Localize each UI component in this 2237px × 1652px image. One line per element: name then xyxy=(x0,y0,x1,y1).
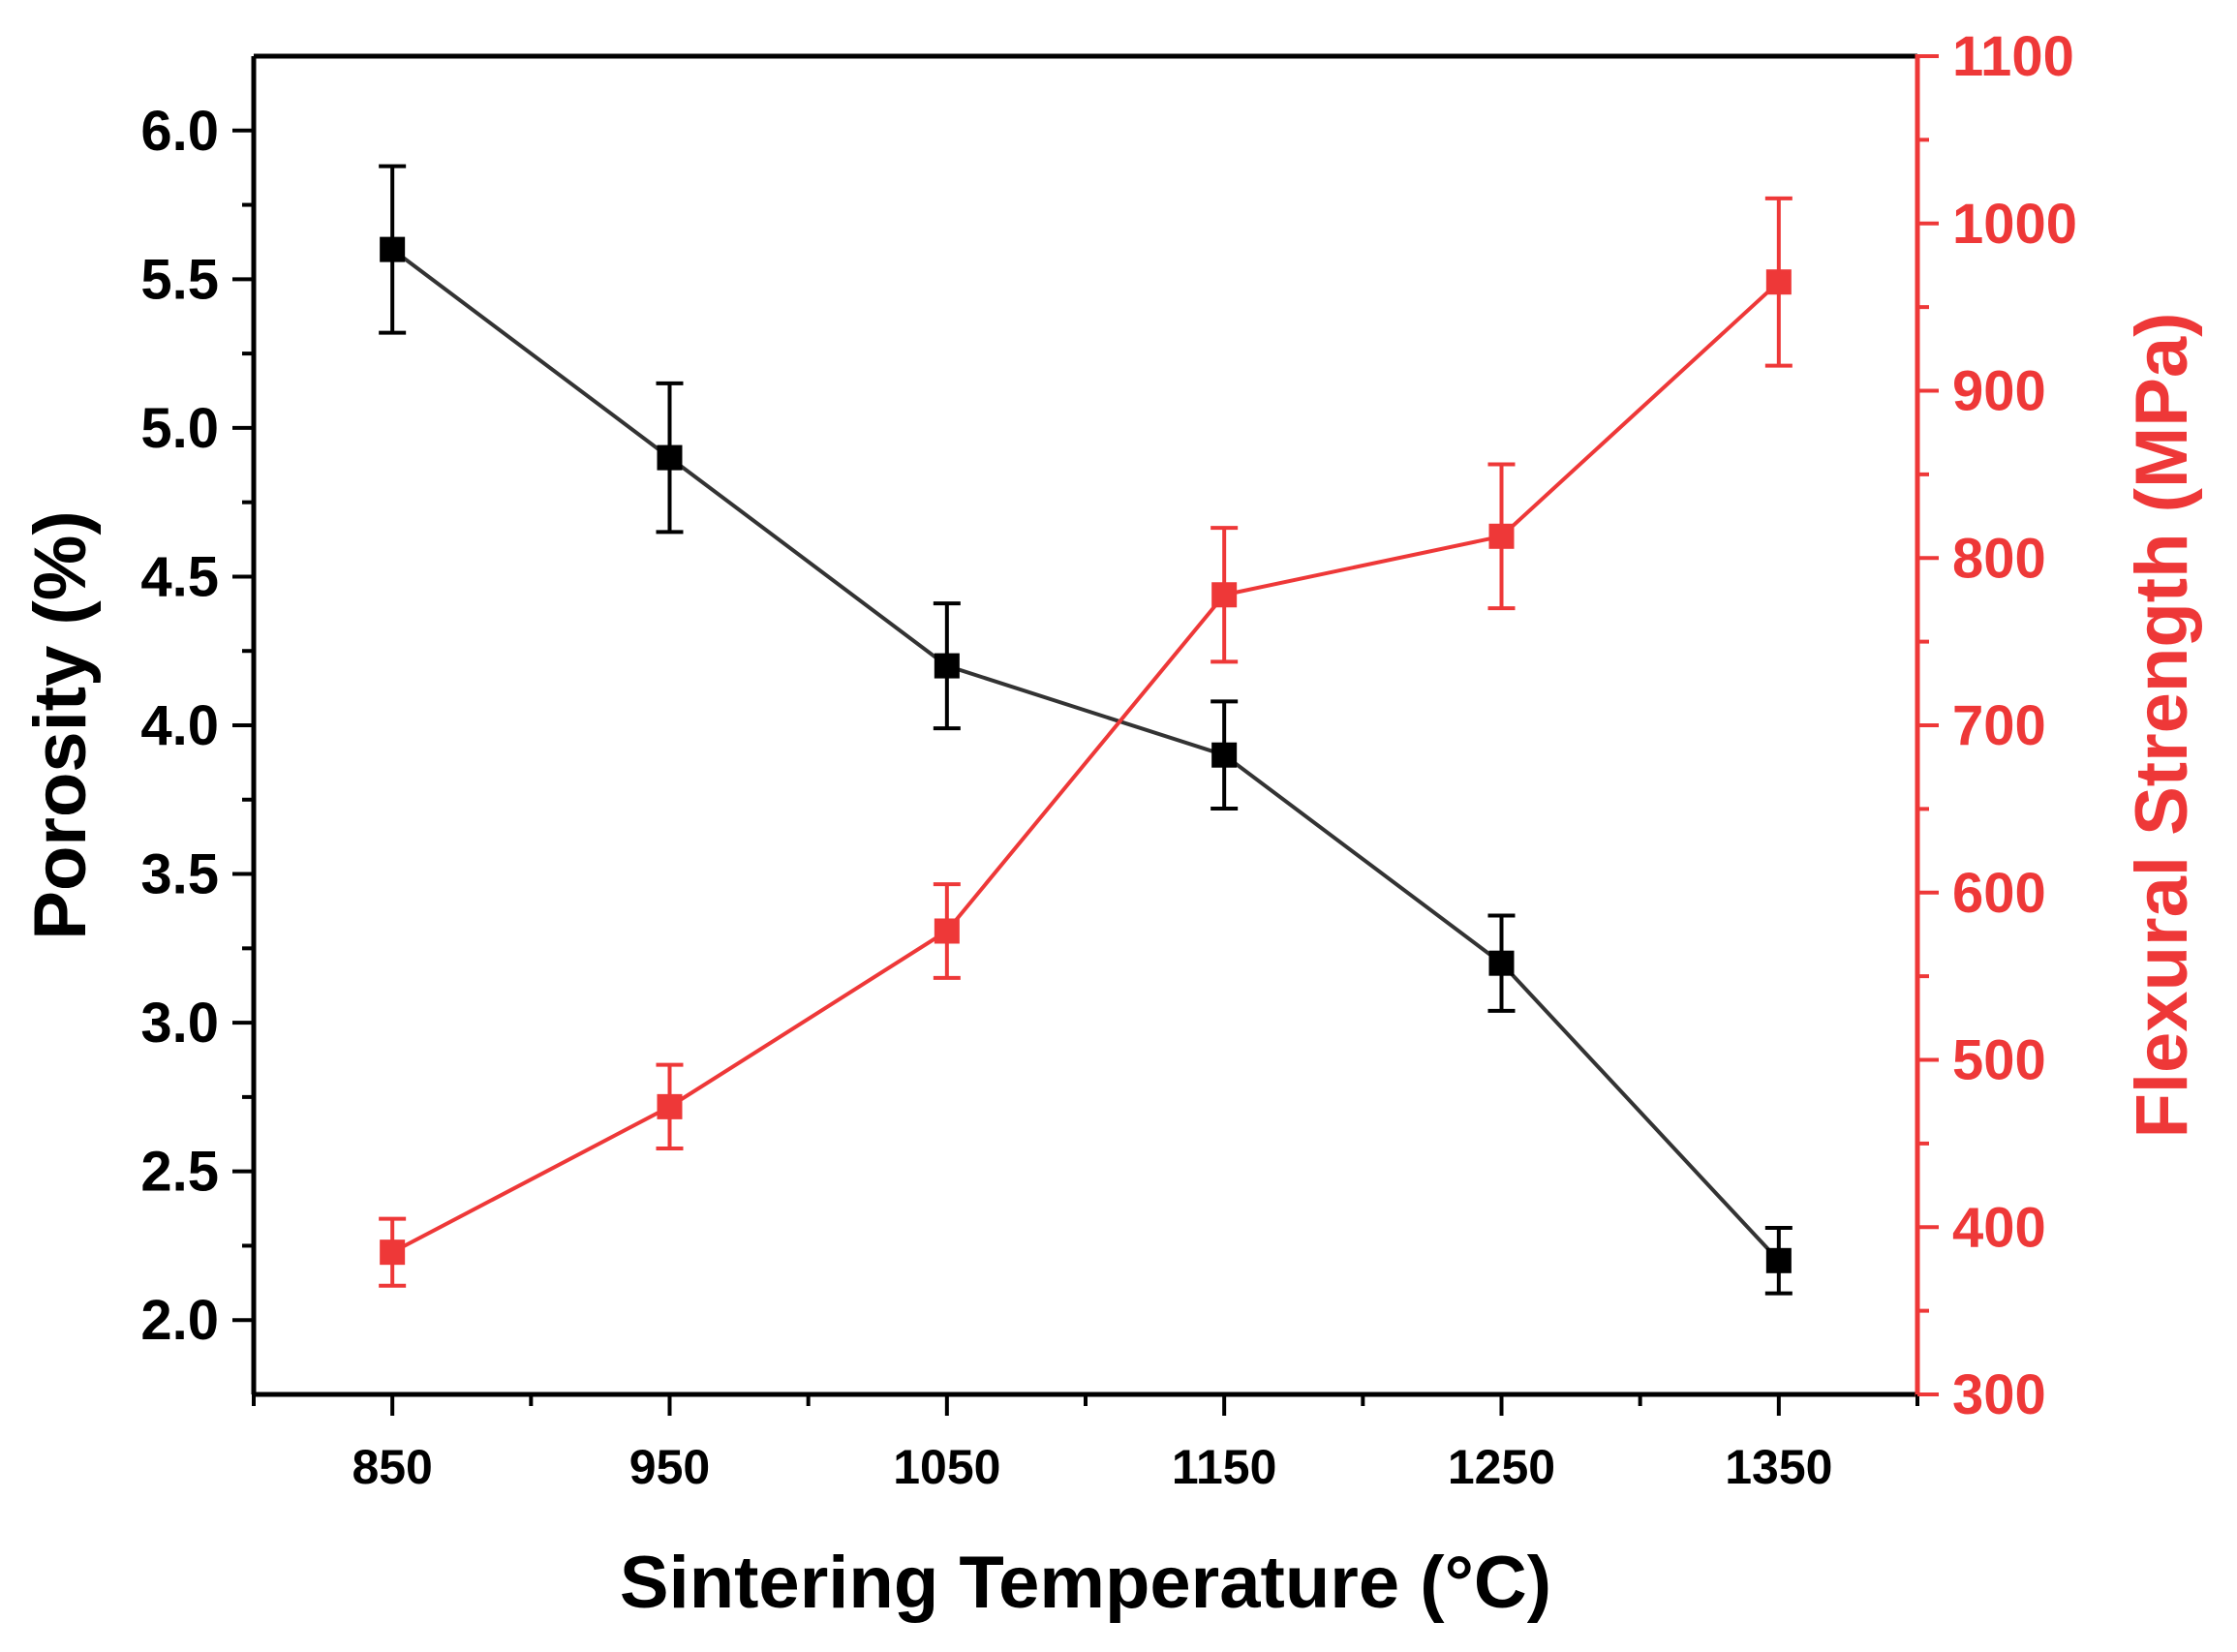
x-tick-label: 1050 xyxy=(893,1440,1000,1494)
flexural-strength-point xyxy=(934,918,960,944)
x-tick-label: 950 xyxy=(629,1440,710,1494)
porosity-point xyxy=(657,444,683,471)
y2-tick-label: 900 xyxy=(1952,360,2046,423)
y-tick-label: 4.5 xyxy=(140,545,219,608)
y-tick-label: 4.0 xyxy=(140,694,219,757)
y-tick-label: 3.0 xyxy=(140,992,219,1055)
y-tick-label: 5.0 xyxy=(140,397,219,460)
x-tick-label: 1350 xyxy=(1725,1440,1832,1494)
y2-tick-label: 800 xyxy=(1952,527,2046,590)
y-tick-label: 5.5 xyxy=(140,248,219,311)
y2-tick-label: 600 xyxy=(1952,862,2046,925)
y2-tick-label: 1100 xyxy=(1952,25,2074,88)
y-tick-label: 2.0 xyxy=(140,1289,219,1352)
porosity-point xyxy=(1765,1247,1792,1273)
flexural-strength-point xyxy=(1211,582,1238,608)
x-tick-label: 1250 xyxy=(1448,1440,1555,1494)
y2-tick-label: 1000 xyxy=(1952,193,2077,256)
flexural-strength-point xyxy=(657,1093,683,1119)
y2-tick-label: 500 xyxy=(1952,1029,2046,1092)
x-tick-label: 1150 xyxy=(1172,1440,1276,1494)
x-axis-title: Sintering Temperature (°C) xyxy=(620,1542,1551,1624)
porosity-point xyxy=(380,236,406,262)
porosity-point xyxy=(934,653,960,679)
y2-tick-label: 700 xyxy=(1952,694,2046,757)
flexural-strength-point xyxy=(1488,523,1515,549)
y-tick-label: 3.5 xyxy=(140,843,219,906)
flexural-strength-point xyxy=(380,1239,406,1266)
y2-tick-label: 300 xyxy=(1952,1363,2046,1426)
y-tick-label: 2.5 xyxy=(140,1141,219,1204)
axes-layer: 850 950 1050 1150 1250 1350 2.0 2.5 3.0 3.5 4.0 4.5… xyxy=(140,25,2077,1494)
porosity-point xyxy=(1488,950,1515,976)
y2-tick-label: 400 xyxy=(1952,1196,2046,1259)
right-y-axis-title: Flexural Strength (MPa) xyxy=(2121,313,2203,1139)
left-y-axis-title: Porosity (%) xyxy=(19,510,102,939)
y-tick-label: 6.0 xyxy=(140,100,219,163)
series-layer xyxy=(379,164,1793,1296)
flexural-strength-point xyxy=(1765,269,1792,295)
porosity-series-line xyxy=(390,248,1781,1263)
x-tick-label: 850 xyxy=(352,1440,432,1494)
flexural-strength-series-line xyxy=(391,280,1781,1254)
porosity-point xyxy=(1211,742,1238,768)
